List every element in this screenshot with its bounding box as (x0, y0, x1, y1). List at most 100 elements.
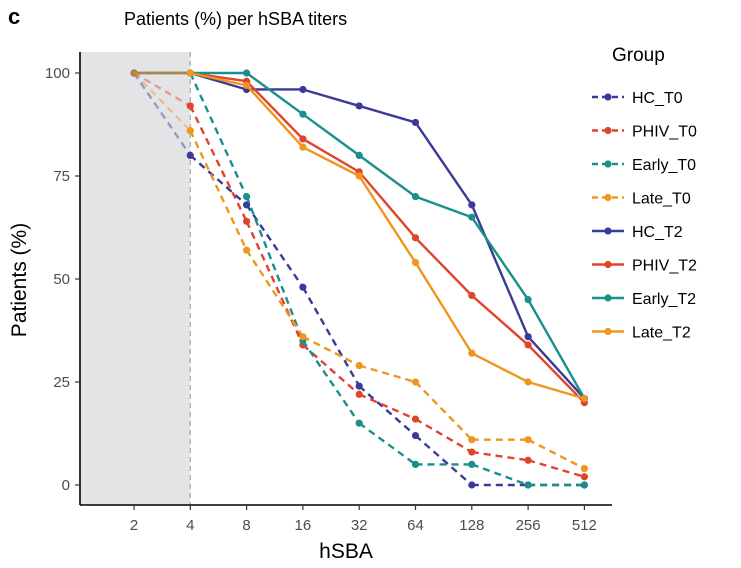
legend-item-PHIV_T2: PHIV_T2 (592, 258, 697, 275)
legend-label: Early_T2 (632, 291, 696, 308)
data-point (580, 481, 589, 489)
series-segment (245, 204, 304, 288)
series-Early_T2 (130, 69, 589, 403)
series-segment (189, 154, 248, 206)
data-point (468, 436, 476, 444)
x-tick-label: 128 (459, 517, 484, 534)
series-segment (527, 380, 585, 400)
data-point (524, 436, 532, 444)
y-tick-label: 100 (45, 65, 70, 82)
series-HC_T2 (130, 69, 589, 403)
data-point (524, 456, 532, 464)
series-segment (302, 335, 360, 367)
x-tick-label: 16 (295, 517, 312, 534)
series-segment (358, 364, 416, 384)
legend-item-Early_T2: Early_T2 (592, 291, 696, 308)
data-point (186, 69, 194, 77)
series-segment (133, 71, 191, 107)
panel-letter: c (8, 4, 20, 29)
legend-label: Late_T0 (632, 191, 691, 208)
y-tick-label: 50 (53, 271, 70, 288)
series-segment (189, 105, 248, 222)
series-segment (414, 121, 473, 206)
data-point (299, 135, 307, 143)
data-point (411, 118, 420, 127)
series-segment (358, 175, 417, 264)
data-point (243, 81, 251, 89)
series-segment (358, 104, 416, 124)
data-point (243, 217, 251, 225)
data-point (243, 246, 251, 254)
series-segment (245, 72, 304, 116)
series-segment (189, 130, 248, 251)
series-segment (358, 171, 417, 239)
data-point (468, 481, 476, 489)
data-point (355, 382, 363, 390)
series-segment (414, 418, 473, 454)
data-point (299, 283, 307, 291)
series-segment (414, 236, 473, 297)
legend-item-PHIV_T0: PHIV_T0 (592, 124, 697, 141)
series-PHIV_T0 (130, 69, 589, 481)
legend-item-Late_T2: Late_T2 (592, 325, 691, 342)
data-point (186, 102, 194, 110)
data-point (299, 110, 307, 118)
data-point (524, 481, 532, 489)
data-point (524, 378, 532, 386)
data-point (524, 333, 532, 341)
x-tick-label: 512 (572, 517, 597, 534)
legend-marker (604, 327, 612, 336)
x-axis-title: hSBA (319, 540, 373, 563)
series-segment (189, 72, 248, 198)
legend-marker (604, 227, 612, 235)
data-point (411, 460, 420, 468)
data-point (524, 341, 532, 349)
series-segment (470, 216, 530, 301)
legend-label: Late_T2 (632, 325, 691, 342)
data-point (468, 213, 476, 221)
y-tick-label: 25 (53, 374, 70, 391)
data-point (580, 394, 589, 403)
legend-marker (604, 294, 612, 302)
legend-marker (604, 160, 612, 168)
data-point (355, 390, 363, 398)
data-point (355, 102, 363, 110)
data-point (186, 127, 194, 135)
x-tick-label: 64 (407, 517, 424, 534)
series-segment (301, 340, 361, 424)
series-segment (133, 72, 192, 132)
data-point (468, 201, 476, 209)
legend-item-Early_T0: Early_T0 (592, 157, 696, 174)
x-tick-label: 4 (186, 517, 194, 534)
series-segment (414, 261, 473, 354)
legend-label: PHIV_T2 (632, 258, 697, 275)
data-point (468, 291, 476, 300)
series-segment (302, 146, 360, 178)
data-point (468, 349, 476, 357)
series-Late_T2 (130, 69, 589, 403)
series-segment (527, 459, 585, 478)
series-segment (302, 137, 360, 173)
series-segment (133, 72, 192, 157)
series-segment (471, 294, 529, 346)
legend: HC_T0 PHIV_T0 Early_T0 Late_T0 HC_T2 PHIV_T2 E… (592, 90, 697, 342)
legend-marker (604, 193, 612, 202)
series-segment (415, 195, 473, 219)
shaded-region (80, 52, 191, 505)
data-point (299, 333, 307, 341)
data-point (580, 473, 589, 481)
y-tick-label: 75 (53, 168, 70, 185)
data-point (299, 143, 307, 151)
data-point (411, 415, 420, 423)
legend-marker (604, 126, 612, 135)
data-point (580, 464, 589, 473)
data-point (468, 448, 476, 456)
series-segment (414, 434, 473, 486)
data-point (355, 151, 363, 159)
y-tick-label: 0 (62, 477, 70, 494)
x-tick-label: 8 (242, 517, 250, 534)
data-point (411, 378, 420, 386)
legend-label: PHIV_T0 (632, 124, 697, 141)
data-point (411, 258, 420, 267)
legend-label: HC_T2 (632, 224, 683, 241)
